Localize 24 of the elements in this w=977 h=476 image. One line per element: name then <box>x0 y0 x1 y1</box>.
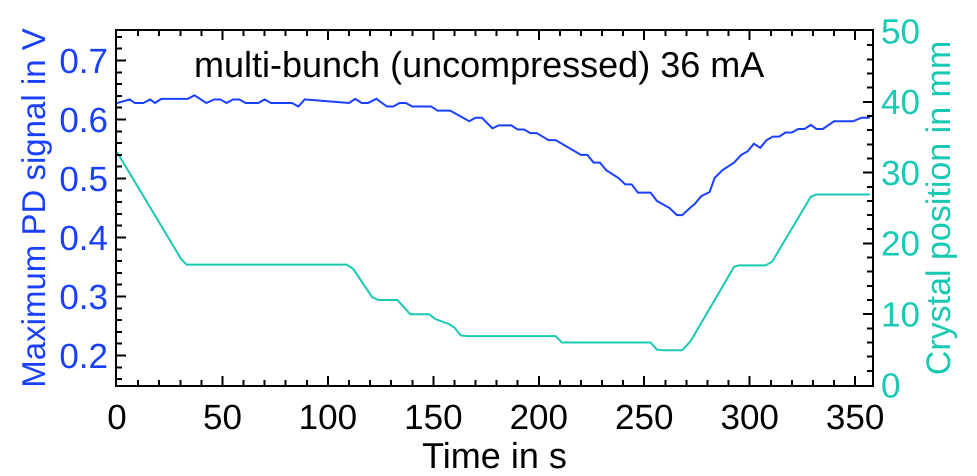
y-tick-label: 0.6 <box>59 100 108 140</box>
y2-tick-label: 50 <box>881 12 920 52</box>
x-tick-label: 50 <box>202 398 242 437</box>
x-tick-label: 100 <box>298 398 358 437</box>
y-tick-label: 0.4 <box>59 218 108 258</box>
y-axis-title: Maximum PD signal in V <box>14 28 52 388</box>
y-tick-label: 0.7 <box>59 42 108 81</box>
x-tick-label: 150 <box>404 398 463 437</box>
y2-tick-label: 10 <box>881 295 920 334</box>
y-tick-label: 0.2 <box>59 336 108 376</box>
y-tick-label: 0.5 <box>59 160 108 199</box>
y2-axis-title: Crystal position in mm <box>920 40 958 376</box>
x-axis-title: Time in s <box>422 435 567 476</box>
x-tick-label: 250 <box>615 398 674 437</box>
y2-tick-label: 20 <box>881 224 920 264</box>
y2-tick-label: 30 <box>881 154 920 193</box>
x-tick-label: 0 <box>107 398 127 437</box>
x-tick-label: 300 <box>720 398 779 437</box>
x-tick-label: 200 <box>510 398 568 437</box>
y-tick-label: 0.3 <box>59 278 108 317</box>
line-series <box>117 94 871 216</box>
y2-tick-label: 40 <box>881 83 920 122</box>
line-series <box>117 151 871 352</box>
chart-title: multi-bunch (uncompressed) 36 mA <box>194 44 764 85</box>
